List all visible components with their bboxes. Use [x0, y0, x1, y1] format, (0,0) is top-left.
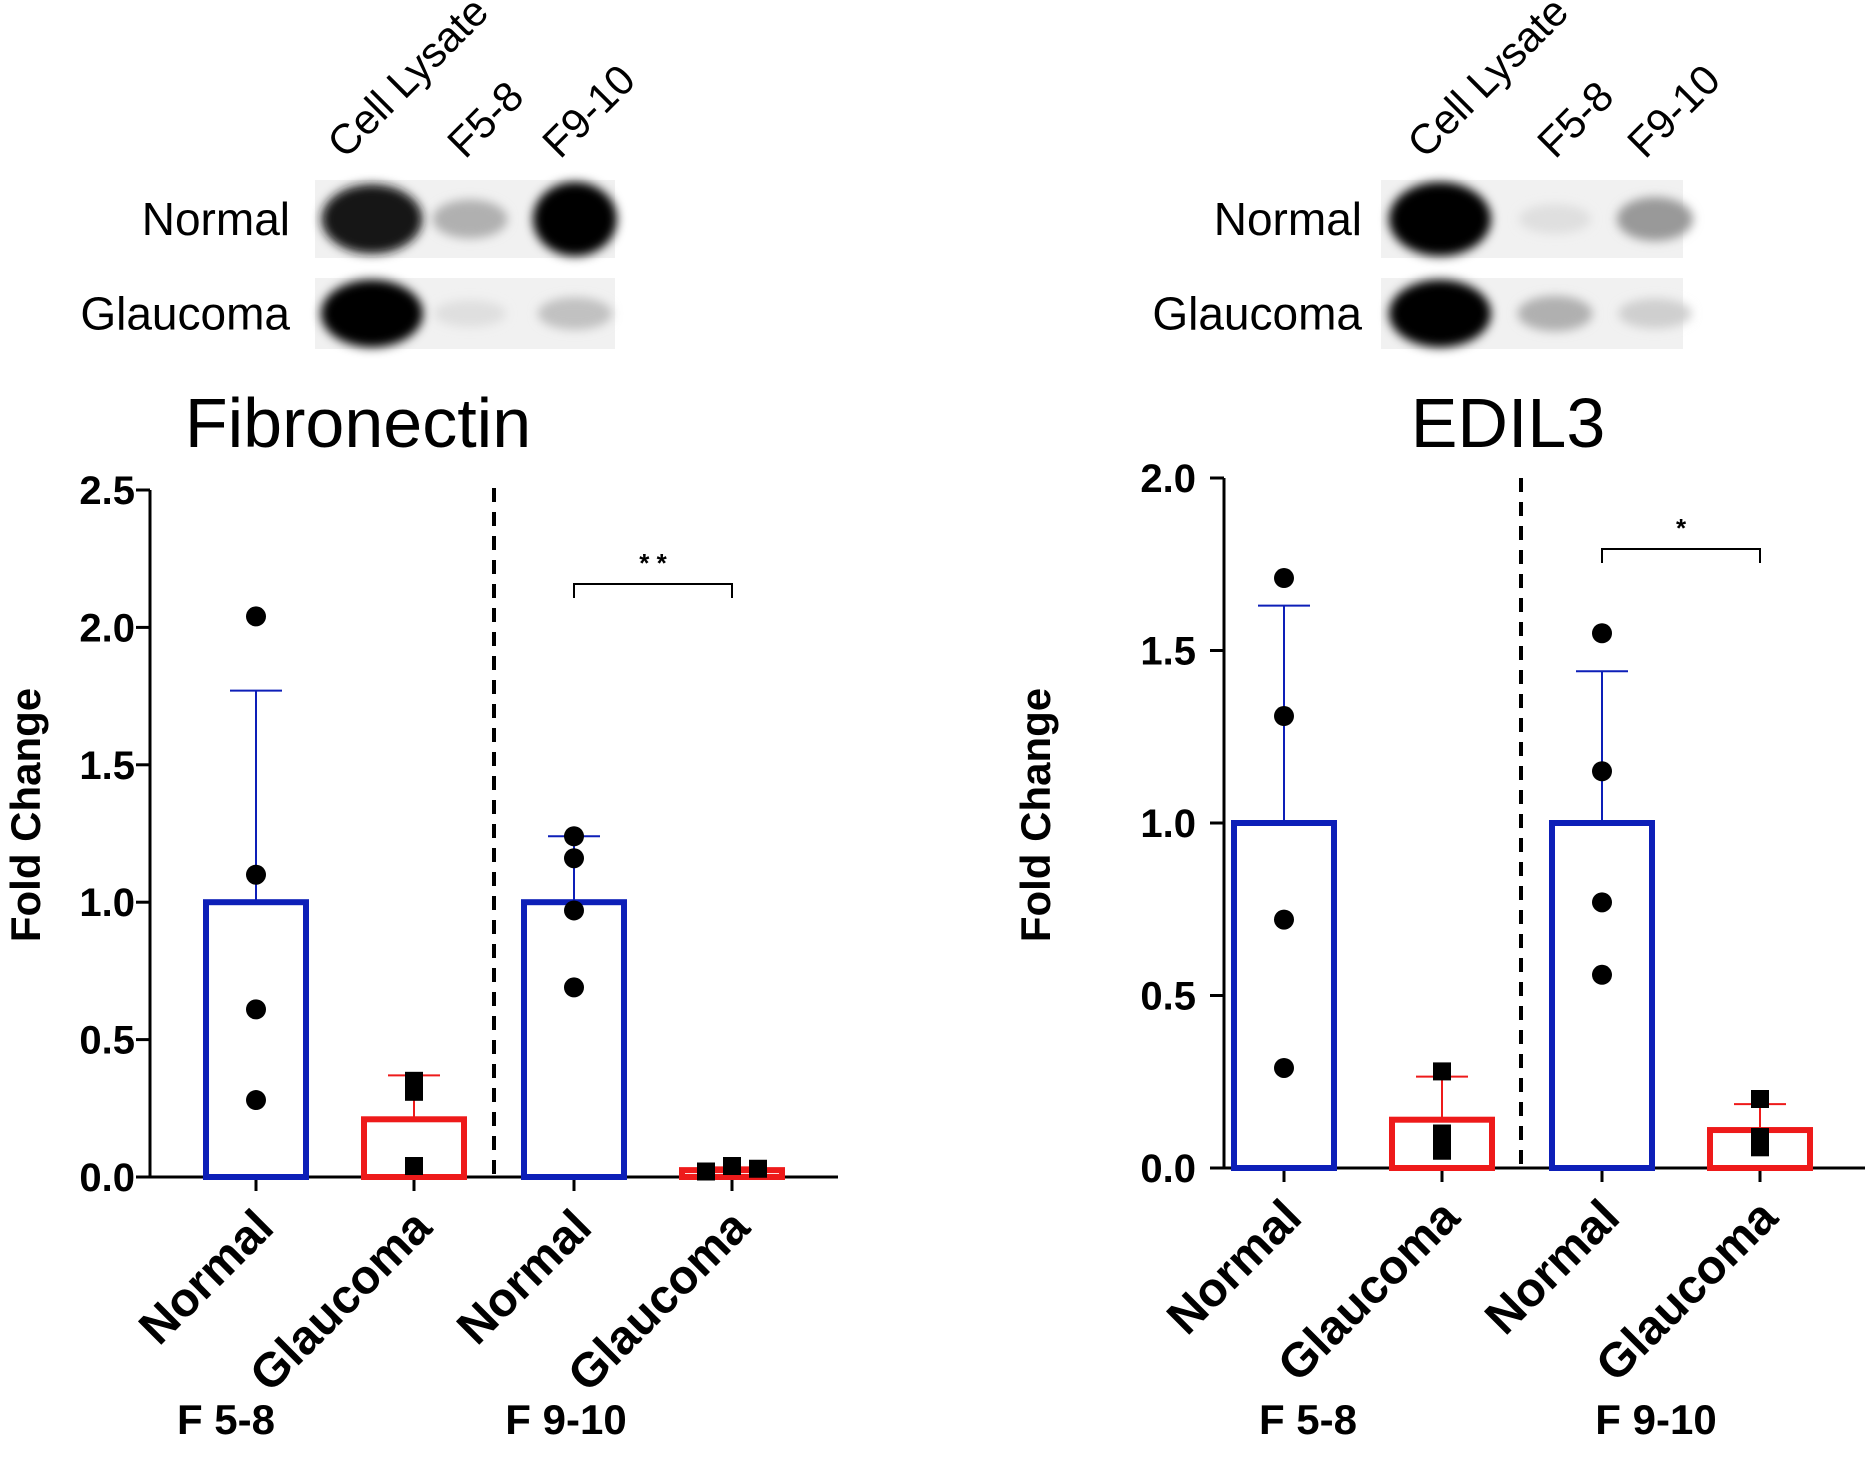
x-category-label: Normal — [1157, 1190, 1311, 1344]
y-tick-label: 1.5 — [79, 744, 135, 788]
data-point — [1274, 1057, 1294, 1078]
y-tick-label: 2.5 — [79, 469, 135, 513]
bar-normal — [521, 899, 627, 1180]
x-category-label: Normal — [129, 1200, 283, 1354]
blot-band — [533, 181, 617, 257]
blot-band — [321, 279, 423, 348]
y-tick-label: 1.5 — [1140, 630, 1196, 674]
data-point — [1751, 1090, 1769, 1108]
data-point — [564, 826, 584, 847]
data-point — [1274, 909, 1294, 930]
data-point — [246, 999, 266, 1020]
data-point — [246, 1090, 266, 1111]
data-point — [1592, 761, 1612, 782]
data-point — [405, 1157, 423, 1176]
significance-label: * * — [639, 548, 667, 578]
data-point — [564, 900, 584, 921]
blot-band — [1389, 279, 1491, 348]
blot-band — [1517, 295, 1593, 332]
data-point — [1592, 892, 1612, 913]
x-category-label: Normal — [1475, 1190, 1629, 1344]
y-axis-title: Fold Change — [2, 688, 49, 942]
data-point — [405, 1082, 423, 1101]
y-tick-label: 2.0 — [79, 606, 135, 650]
blot-band — [432, 199, 508, 239]
bar-glaucoma — [1389, 1116, 1495, 1171]
bar-normal — [203, 899, 309, 1180]
y-tick-label: 2.0 — [1140, 457, 1196, 501]
blot-band — [321, 184, 423, 254]
blot-band — [1518, 204, 1592, 234]
bar-glaucoma — [361, 1116, 467, 1180]
y-tick-label: 1.0 — [79, 881, 135, 925]
data-point — [1274, 568, 1294, 589]
data-point — [1433, 1062, 1451, 1081]
y-axis-title: Fold Change — [1012, 688, 1059, 942]
blot-band — [433, 300, 507, 327]
data-point — [697, 1162, 715, 1181]
data-point — [749, 1159, 767, 1178]
blot-row-label: Glaucoma — [1152, 288, 1362, 340]
group-label: F 5-8 — [177, 1396, 275, 1443]
blot-row-label: Normal — [142, 193, 290, 245]
data-point — [564, 977, 584, 998]
blot-lane-label: F9-10 — [533, 56, 644, 167]
y-tick-label: 0.0 — [79, 1156, 135, 1200]
x-category-label: Normal — [447, 1200, 601, 1354]
blot-band — [1616, 197, 1694, 241]
group-label: F 5-8 — [1259, 1396, 1357, 1443]
blot-lane-label: F9-10 — [1618, 56, 1729, 167]
data-point — [1592, 623, 1612, 644]
blot-lane-label: F5-8 — [1528, 72, 1622, 166]
blot-band — [1618, 298, 1692, 329]
data-point — [1751, 1138, 1769, 1157]
data-point — [723, 1157, 741, 1176]
bar-normal — [1549, 820, 1655, 1171]
blot-lane-label: F5-8 — [438, 72, 532, 166]
significance-label: * — [1676, 513, 1687, 543]
y-tick-label: 1.0 — [1140, 802, 1196, 846]
data-point — [1592, 964, 1612, 985]
bar-normal — [1231, 820, 1337, 1171]
group-label: F 9-10 — [505, 1396, 626, 1443]
significance-bracket — [1601, 548, 1761, 563]
data-point — [1433, 1141, 1451, 1160]
blot-band — [537, 297, 613, 330]
chart-title-fibronectin: Fibronectin — [185, 384, 531, 462]
blot-band — [1389, 181, 1491, 257]
blot-row-label: Glaucoma — [80, 288, 290, 340]
chart-title-edil3: EDIL3 — [1411, 384, 1606, 462]
data-point — [1433, 1124, 1451, 1143]
data-point — [564, 848, 584, 869]
y-tick-label: 0.5 — [1140, 975, 1196, 1019]
blot-row-label: Normal — [1214, 193, 1362, 245]
data-point — [246, 606, 266, 627]
significance-bracket — [573, 583, 733, 598]
y-tick-label: 0.5 — [79, 1019, 135, 1063]
y-tick-label: 0.0 — [1140, 1147, 1196, 1191]
data-point — [1274, 706, 1294, 727]
data-point — [246, 864, 266, 885]
group-label: F 9-10 — [1595, 1396, 1716, 1443]
